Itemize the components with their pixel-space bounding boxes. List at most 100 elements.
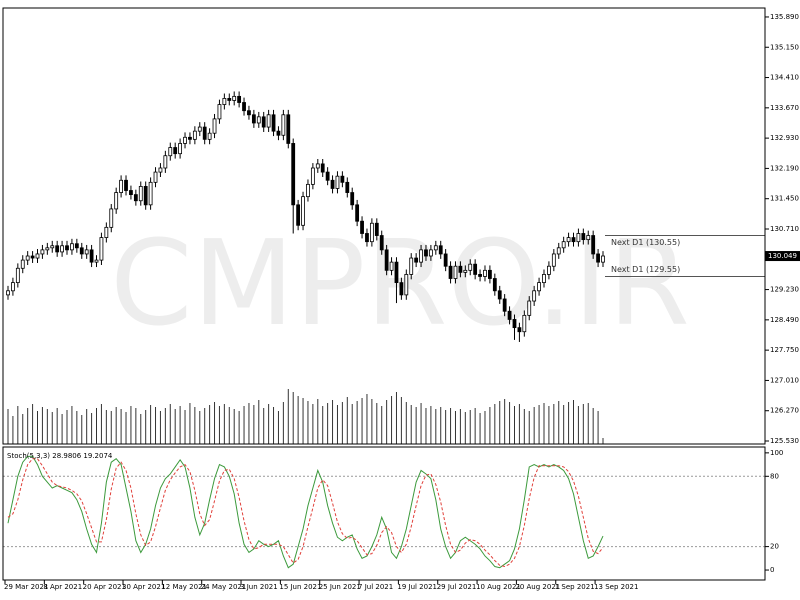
candle-body [586,235,591,241]
candle-body [478,274,482,277]
candle-body [492,278,497,292]
candle-body [369,222,374,243]
candle-body [30,255,35,259]
candle-body [335,175,340,189]
x-tick-label: 29 Mar 2021 [4,583,48,591]
level-label: Next D1 (130.55) [611,238,680,247]
y-tick-label: 132.930 [770,134,799,142]
candle-body [60,245,64,253]
candle-body [192,130,197,140]
candle-body [379,235,384,251]
candle-body [576,233,581,243]
candle-body [428,249,433,257]
candle-body [50,245,55,249]
y-tick-label: 80 [770,472,779,480]
candle-body [148,181,153,206]
candle-body [512,319,517,329]
candle-body [173,147,178,155]
x-tick-label: 20 Apr 2021 [83,583,126,591]
candle-body [301,196,305,226]
x-tick-label: 7 Jul 2021 [358,583,393,591]
candle-body [409,257,414,275]
candle-body [271,114,276,132]
candle-body [94,259,99,263]
plot-layer: 135.890 135.150 134.410 133.670 132.930 132.1… [3,13,800,591]
candle-body [448,265,453,279]
candle-body [291,143,296,206]
candle-body [138,186,143,202]
y-tick-label: 127.750 [770,346,799,354]
candle-body [360,220,364,234]
x-tick-label: 19 Jul 2021 [397,583,437,591]
candle-body [399,282,404,296]
candle-body [55,245,60,253]
candle-body [596,253,600,263]
candle-body [527,300,532,316]
candle-body [517,327,522,333]
candle-body [443,253,448,267]
current-price-label: 130.049 [768,252,797,260]
candle-body [65,245,69,251]
candle-body [261,116,266,128]
stoch-panel-frame [2,446,766,581]
y-tick-label: 126.270 [770,407,799,415]
candle-body [281,114,286,136]
candle-body [345,181,350,193]
indicator-title: Stoch(5,3,3) 28.9806 19.2074 [7,452,113,460]
candle-body [183,136,187,144]
y-tick-label: 0 [770,566,774,574]
candle-body [25,255,30,261]
candle-body [296,204,301,226]
current-price-box [765,251,800,262]
candle-body [566,237,571,243]
candle-body [207,132,212,140]
candle-body [251,114,256,124]
candle-body [197,126,202,132]
candle-body [414,257,419,263]
candle-body [320,163,325,173]
candle-body [256,116,261,124]
candle-body [114,192,119,210]
candle-body [394,261,399,284]
candle-body [227,98,232,101]
candle-body [404,274,409,296]
candle-body [178,143,183,155]
y-tick-label: 135.150 [770,43,799,51]
y-tick-label: 127.010 [770,376,799,384]
candle-body [124,179,128,191]
candle-body [433,245,438,251]
y-tick-label: 134.410 [770,74,799,82]
candle-body [591,235,596,255]
x-tick-label: 30 Apr 2021 [122,583,165,591]
candle-body [556,247,561,255]
candle-body [266,114,271,128]
stoch-line [7,458,604,568]
candle-body [374,222,379,236]
x-tick-label: 3 Jun 2021 [240,583,278,591]
y-tick-label: 132.190 [770,164,799,172]
candle-body [242,102,246,112]
candle-body [99,237,104,261]
x-tick-label: 25 Jun 2021 [319,583,361,591]
candle-body [202,126,207,140]
candle-body [20,259,25,269]
x-tick-label: 1 Sep 2021 [555,583,595,591]
candle-body [109,208,114,228]
stoch-line [7,455,604,569]
candle-body [542,274,546,284]
candle-body [11,282,15,292]
candle-body [551,253,556,267]
candle-body [571,237,576,243]
candle-body [188,136,192,140]
candle-body [74,243,79,249]
x-tick-label: 12 May 2021 [161,583,207,591]
y-tick-label: 100 [770,449,783,457]
candle-body [276,130,281,136]
candle-body [237,95,242,103]
candle-body [133,194,138,202]
candle-body [325,171,330,181]
candle-body [119,179,123,193]
candle-body [424,249,428,257]
candle-body [79,247,84,255]
